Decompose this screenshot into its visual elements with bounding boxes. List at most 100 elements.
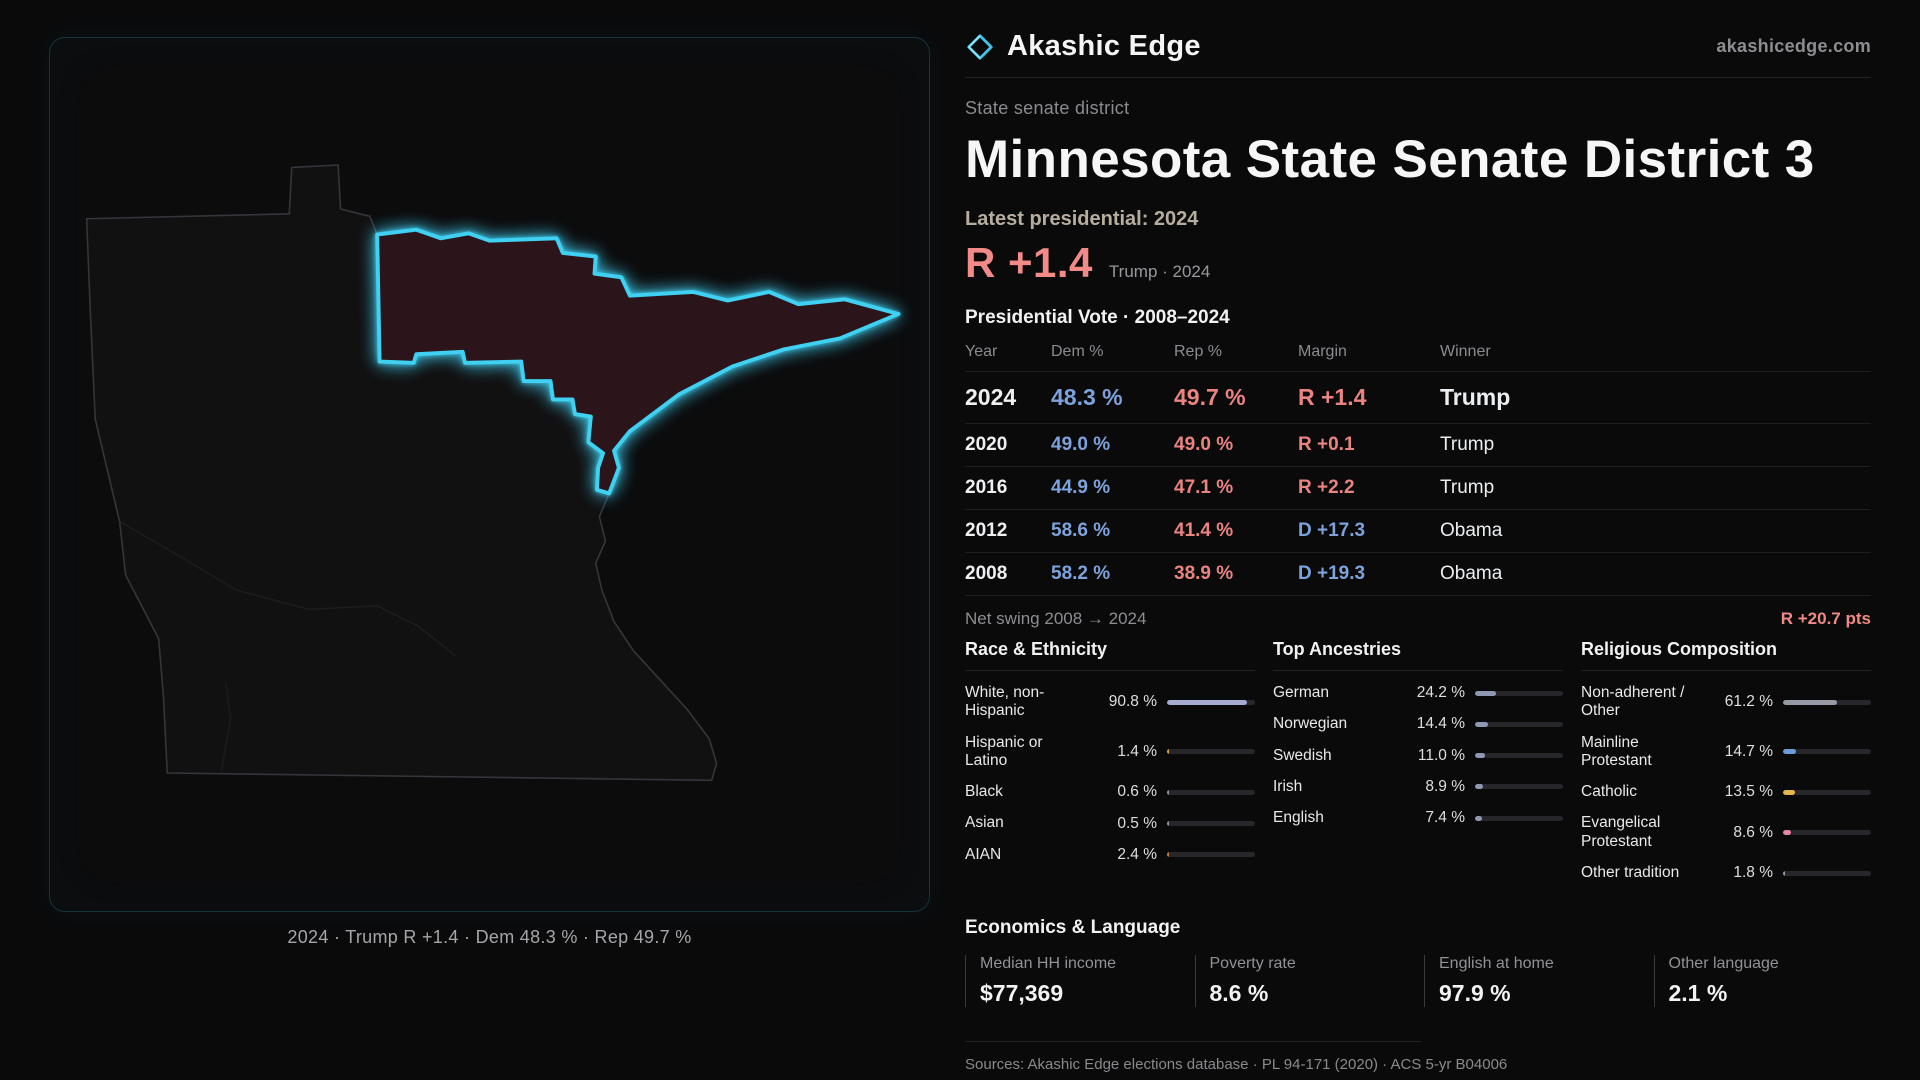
vote-column-header: Margin — [1298, 343, 1347, 360]
district-type-label: State senate district — [965, 98, 1130, 118]
demographic-row: Other tradition 1.8 % — [1581, 864, 1871, 882]
vote-dem-pct: 48.3 % — [1051, 384, 1123, 410]
demographic-section: Top Ancestries German 24.2 % Norwegian 1… — [1273, 639, 1563, 895]
stat-bar-fill — [1783, 749, 1796, 755]
map-caption: 2024 · Trump R +1.4 · Dem 48.3 % · Rep 4… — [287, 927, 692, 947]
footer-divider — [965, 1041, 1421, 1043]
vote-year: 2012 — [965, 520, 1008, 541]
vote-margin: D +17.3 — [1298, 520, 1366, 541]
demographic-row: Black 0.6 % — [965, 783, 1255, 801]
stat-bar — [1167, 852, 1255, 858]
presidential-vote-table: Year Dem % Rep % Margin Winner 2024 48.3 % 4… — [965, 343, 1871, 596]
site-link[interactable]: akashicedge.com — [1716, 36, 1871, 56]
vote-winner: Trump — [1440, 384, 1511, 410]
demographic-row: Irish 8.9 % — [1273, 778, 1563, 796]
demographic-label: Irish — [1273, 777, 1303, 795]
vote-margin: D +19.3 — [1298, 563, 1366, 584]
demographic-value: 7.4 % — [1425, 809, 1465, 827]
demographic-label: Evangelical Protestant — [1581, 814, 1661, 850]
vote-table-title: Presidential Vote · 2008–2024 — [965, 307, 1230, 328]
latest-margin-value: R +1.4 — [965, 239, 1093, 286]
demographic-label: Non-adherent / Other — [1581, 684, 1685, 720]
vote-table-row: 2016 44.9 % 47.1 % R +2.2 Trump — [965, 467, 1871, 510]
demographic-label: German — [1273, 684, 1329, 701]
stat-bar — [1167, 749, 1255, 755]
demographic-label: Catholic — [1581, 783, 1637, 801]
economics-stat-value: 8.6 % — [1209, 980, 1269, 1007]
stat-bar — [1167, 821, 1255, 827]
economics-stat-value: 2.1 % — [1668, 980, 1728, 1007]
demographic-row: German 24.2 % — [1273, 684, 1563, 702]
demographic-label: Black — [965, 783, 1003, 801]
akashic-edge-logo-icon — [965, 32, 995, 62]
economics-stat-label: Median HH income — [980, 955, 1117, 973]
demographic-row: Mainline Protestant 14.7 % — [1581, 734, 1871, 771]
vote-year: 2020 — [965, 434, 1008, 455]
minnesota-state-map — [85, 164, 901, 782]
demographic-label: AIAN — [965, 845, 1002, 863]
economics-section-title: Economics & Language — [965, 917, 1181, 939]
demographic-label: Hispanic or Latino — [965, 733, 1043, 769]
net-swing-row: Net swing 2008 → 2024 R +20.7 pts — [965, 596, 1871, 631]
net-swing-value: R +20.7 pts — [1780, 609, 1871, 628]
vote-table-header: Year Dem % Rep % Margin Winner — [965, 343, 1871, 372]
vote-year: 2008 — [965, 563, 1008, 584]
district-report: Akashic Edge akashicedge.com State senat… — [965, 30, 1871, 1080]
demographic-label: Norwegian — [1273, 715, 1348, 733]
vote-margin: R +0.1 — [1298, 434, 1355, 455]
vote-column-header: Dem % — [1051, 343, 1104, 360]
vote-margin: R +1.4 — [1298, 384, 1367, 410]
vote-rep-pct: 49.7 % — [1174, 384, 1246, 410]
economics-stat-label: Poverty rate — [1209, 955, 1296, 973]
vote-winner: Obama — [1440, 520, 1503, 541]
stat-bar — [1783, 699, 1871, 705]
vote-table-row: 2008 58.2 % 38.9 % D +19.3 Obama — [965, 553, 1871, 596]
demographic-row: Evangelical Protestant 8.6 % — [1581, 814, 1871, 851]
stat-bar — [1475, 784, 1563, 790]
vote-table-row: 2024 48.3 % 49.7 % R +1.4 Trump — [965, 372, 1871, 424]
economics-stat-value: $77,369 — [980, 980, 1064, 1007]
vote-winner: Obama — [1440, 563, 1503, 584]
demographic-label: White, non-Hispanic — [965, 684, 1045, 720]
latest-margin-note: Trump · 2024 — [1108, 262, 1211, 281]
county-line — [220, 682, 232, 774]
demographic-label: English — [1273, 809, 1324, 827]
economics-grid: Median HH income $77,369 Poverty rate 8.… — [965, 955, 1871, 1008]
demographic-value: 1.8 % — [1733, 864, 1773, 882]
economics-stat-label: Other language — [1668, 955, 1779, 973]
stat-bar-fill — [1167, 821, 1169, 827]
latest-margin-row: R +1.4 Trump · 2024 — [965, 239, 1871, 287]
demographic-row: AIAN 2.4 % — [965, 846, 1255, 864]
demographic-row: Asian 0.5 % — [965, 814, 1255, 832]
page-title: Minnesota State Senate District 3 — [965, 130, 1815, 189]
stat-bar-fill — [1783, 789, 1795, 795]
vote-year: 2016 — [965, 477, 1008, 498]
demographic-value: 11.0 % — [1417, 746, 1465, 764]
vote-rep-pct: 41.4 % — [1174, 520, 1234, 541]
stat-bar — [1783, 830, 1871, 836]
demographic-section-title: Religious Composition — [1581, 639, 1871, 671]
latest-presidential-label: Latest presidential: 2024 — [965, 208, 1199, 230]
vote-winner: Trump — [1440, 434, 1495, 455]
demographic-value: 0.6 % — [1117, 783, 1157, 801]
stat-bar-fill — [1167, 699, 1247, 705]
app-header: Akashic Edge akashicedge.com — [965, 30, 1871, 78]
stat-bar — [1475, 690, 1563, 696]
stat-bar — [1167, 699, 1255, 705]
demographic-value: 1.4 % — [1117, 742, 1157, 760]
economics-stat-label: English at home — [1439, 955, 1554, 973]
brand-name: Akashic Edge — [1007, 30, 1201, 62]
vote-rep-pct: 38.9 % — [1174, 563, 1234, 584]
demographic-row: White, non-Hispanic 90.8 % — [965, 684, 1255, 721]
demographic-section: Race & Ethnicity White, non-Hispanic 90.… — [965, 639, 1255, 895]
net-swing-label: Net swing 2008 → 2024 — [965, 609, 1147, 628]
stat-bar — [1783, 749, 1871, 755]
vote-dem-pct: 49.0 % — [1051, 434, 1111, 455]
demographic-label: Other tradition — [1581, 863, 1680, 881]
demographic-label: Asian — [965, 814, 1004, 832]
demographic-label: Mainline Protestant — [1581, 733, 1652, 769]
vote-table-row: 2020 49.0 % 49.0 % R +0.1 Trump — [965, 424, 1871, 467]
stat-bar-fill — [1475, 690, 1497, 696]
demographic-value: 14.4 % — [1416, 715, 1465, 733]
demographic-section-title: Top Ancestries — [1273, 639, 1563, 671]
